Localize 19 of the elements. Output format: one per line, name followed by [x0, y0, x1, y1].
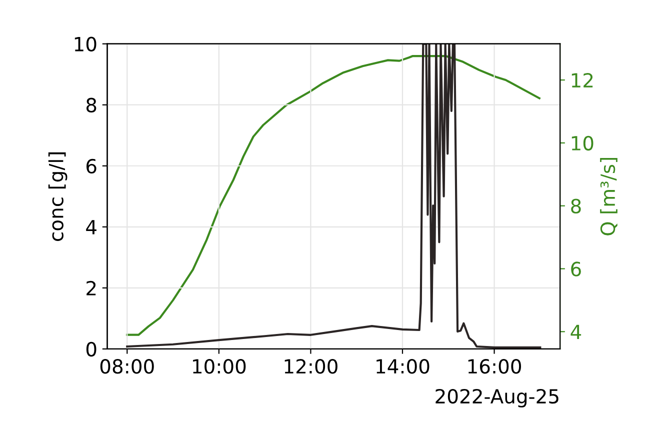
y2-axis-title: Q [m³/s]	[600, 158, 618, 236]
y-tick-label: 10	[74, 36, 96, 52]
x-tick-label: 08:00	[100, 359, 154, 374]
y-tick-label: 4	[86, 220, 96, 234]
text: 2022-Aug-25	[436, 388, 558, 408]
y2-tick-label: 10	[572, 136, 594, 151]
y-tick-label: 6	[86, 158, 96, 174]
y-tick-label: 8	[86, 98, 96, 113]
x-tick-label: 14:00	[376, 359, 430, 374]
y2-tick-label: 6	[571, 262, 581, 276]
y2-tick-label: 12	[572, 72, 593, 88]
y2-tick-label: 8	[571, 198, 581, 214]
y-tick-label: 0	[86, 342, 96, 357]
x-tick-label: 10:00	[193, 359, 246, 374]
y-tick-label: 2	[86, 280, 96, 296]
x-tick-label: 12:00	[284, 359, 338, 374]
x-tick-label: 16:00	[468, 359, 521, 374]
y-axis-title: conc [g/l]	[48, 152, 68, 241]
y2-tick-label: 4	[570, 324, 582, 340]
